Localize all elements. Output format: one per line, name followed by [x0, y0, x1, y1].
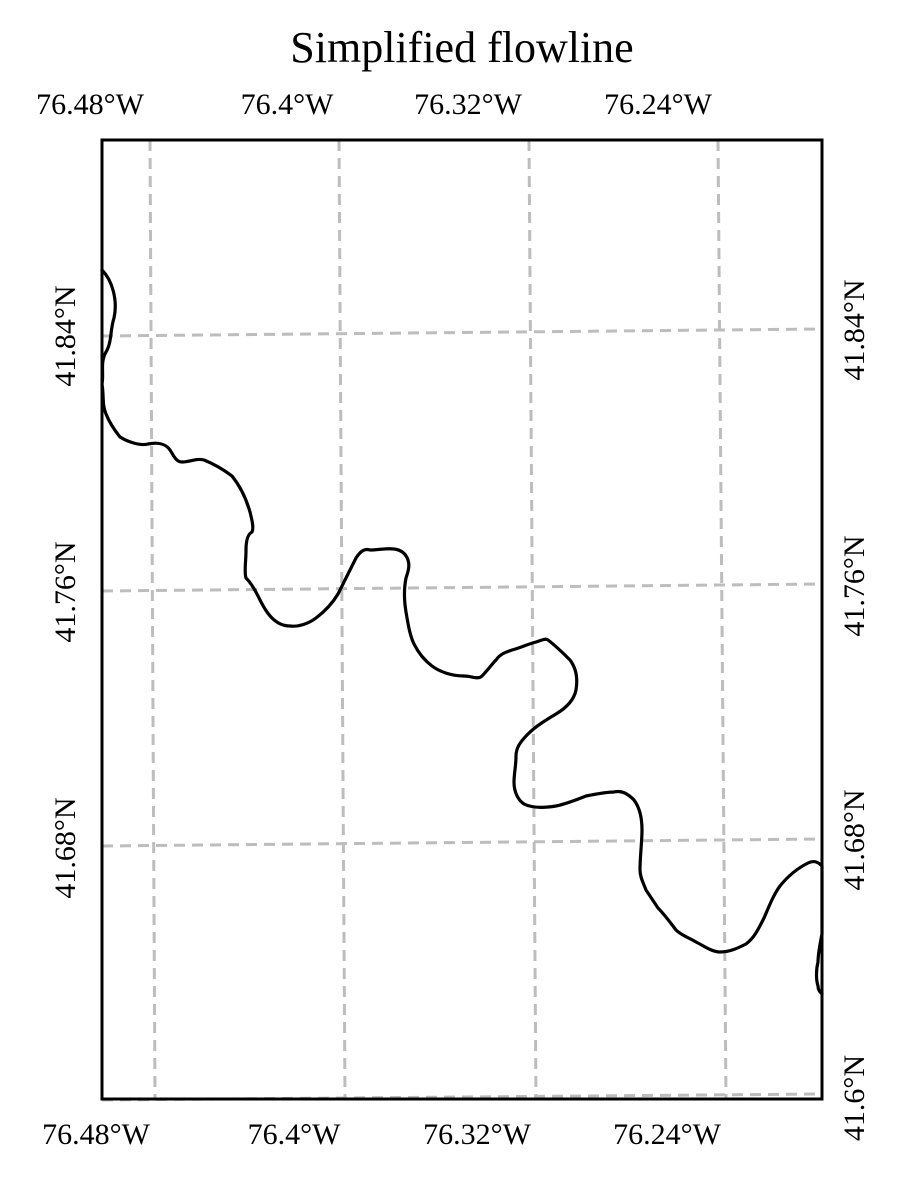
gridline-lat-2 [101, 582, 823, 593]
top-lon-label: 76.24°W [604, 88, 712, 121]
gridline-lon-1 [148, 139, 157, 1100]
right-lat-label: 41.76°N [838, 535, 871, 636]
bottom-lon-label: 76.32°W [423, 1118, 531, 1151]
right-lat-label: 41.6°N [838, 1055, 871, 1141]
gridline-lat-1 [101, 327, 823, 338]
map-frame [100, 138, 824, 1101]
top-lon-labels: 76.48°W 76.4°W 76.32°W 76.24°W [36, 88, 712, 121]
bottom-lon-label: 76.48°W [42, 1118, 150, 1151]
river-flowline [100, 268, 824, 996]
bottom-lon-labels: 76.48°W 76.4°W 76.32°W 76.24°W [42, 1118, 721, 1151]
left-lat-label: 41.68°N [49, 797, 82, 898]
bottom-lon-label: 76.4°W [248, 1118, 341, 1151]
top-lon-label: 76.32°W [414, 88, 522, 121]
right-lat-labels: 41.84°N 41.76°N 41.68°N 41.6°N [838, 279, 871, 1141]
left-lat-labels: 41.84°N 41.76°N 41.68°N [49, 285, 82, 898]
top-lon-label: 76.4°W [241, 88, 334, 121]
left-lat-label: 41.84°N [49, 285, 82, 386]
gridlines [101, 139, 823, 1102]
gridline-lon-3 [527, 139, 538, 1100]
gridline-lon-4 [716, 139, 728, 1100]
left-lat-label: 41.76°N [49, 541, 82, 642]
gridline-lat-4 [101, 1092, 823, 1102]
gridline-lon-2 [337, 139, 347, 1100]
right-lat-label: 41.68°N [838, 789, 871, 890]
gridline-lat-3 [101, 837, 823, 848]
bottom-lon-label: 76.24°W [613, 1118, 721, 1151]
map-title: Simplified flowline [290, 23, 633, 72]
top-lon-label: 76.48°W [36, 88, 144, 121]
right-lat-label: 41.84°N [838, 279, 871, 380]
